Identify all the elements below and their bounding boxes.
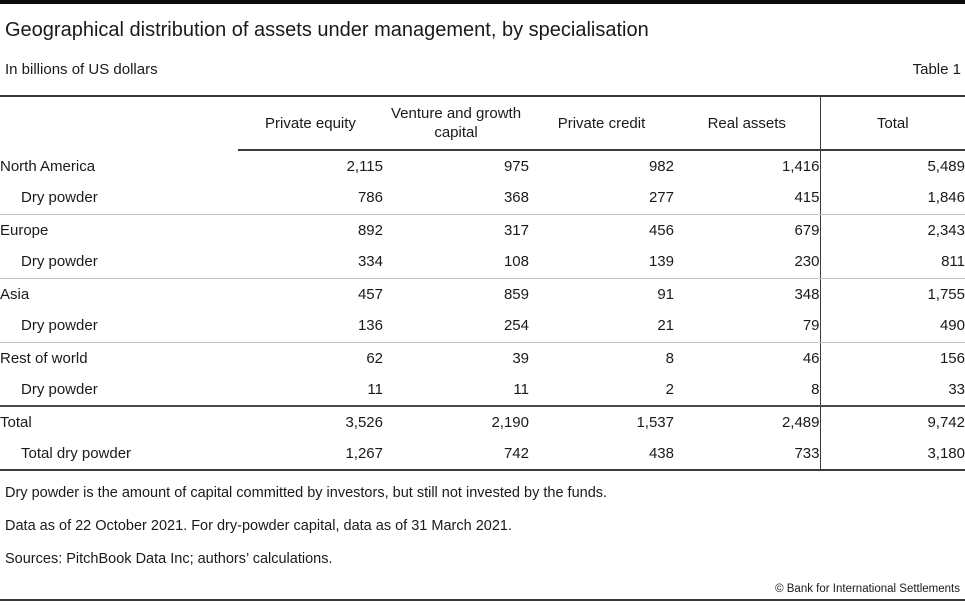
header-row: Private equity Venture and growth capita…	[0, 96, 965, 151]
cell: 786	[238, 182, 383, 215]
units-label: In billions of US dollars	[5, 61, 158, 78]
cell: 457	[357, 285, 383, 303]
footnote-data-as-of: Data as of 22 October 2021. For dry-powd…	[5, 518, 512, 534]
cell-total: 5,489	[819, 150, 965, 182]
page-title: Geographical distribution of assets unde…	[5, 19, 649, 41]
cell: 742	[383, 438, 529, 471]
cell: 456	[648, 221, 674, 239]
column-header-private-credit: Private credit	[529, 96, 674, 151]
cell-total: 1,755	[819, 278, 965, 310]
top-rule	[0, 0, 965, 4]
row-label: Dry powder	[0, 182, 238, 215]
cell: 11	[513, 381, 529, 398]
table-number-label: Table 1	[912, 61, 961, 78]
table-row-north-america-dry-powder: Dry powder 786 368 277 415 1,846	[0, 182, 965, 215]
cell: 108	[383, 246, 529, 279]
table-row-total-dry-powder: Total dry powder 1,267 742 438 733 3,180	[0, 438, 965, 471]
cell-total: 9,742	[819, 405, 965, 438]
table-row-rest-of-world-dry-powder: Dry powder 11 11 2 8 33	[0, 374, 965, 406]
cell: 277	[529, 182, 674, 215]
cell-total: 2,343	[819, 214, 965, 246]
table-row-europe: Europe 892 317 456 679 2,343	[0, 214, 965, 246]
cell: 975	[503, 158, 529, 175]
column-header-real-assets: Real assets	[674, 96, 820, 151]
cell: 892	[357, 221, 383, 239]
cell-total: 811	[819, 246, 965, 279]
cell: 46	[802, 349, 820, 367]
cell: 79	[674, 310, 820, 343]
cell: 2,115	[346, 158, 383, 175]
cell: 733	[674, 438, 820, 471]
table-row-rest-of-world: Rest of world 62 39 8 46 156	[0, 342, 965, 374]
cell: 39	[512, 349, 529, 367]
subheader: In billions of US dollars Table 1	[5, 60, 961, 79]
cell: 334	[238, 246, 383, 279]
cell: 3,526	[238, 405, 383, 438]
footnote-sources: Sources: PitchBook Data Inc; authors’ ca…	[5, 551, 333, 567]
column-header-total: Total	[819, 96, 965, 151]
cell: 438	[529, 438, 674, 471]
row-label: Dry powder	[0, 246, 238, 279]
copyright-notice: © Bank for International Settlements	[775, 583, 960, 595]
row-label: Europe	[0, 221, 49, 239]
cell-total: 33	[819, 374, 965, 406]
cell: 11	[367, 381, 383, 398]
row-label: Rest of world	[0, 349, 88, 367]
cell: 1,537	[529, 405, 674, 438]
cell: 2,489	[674, 405, 820, 438]
row-label: Total	[0, 405, 238, 438]
row-label: Dry powder	[0, 310, 238, 343]
cell-total: 1,846	[819, 182, 965, 215]
cell: 2,190	[383, 405, 529, 438]
cell-total: 490	[819, 310, 965, 343]
cell: 8	[665, 349, 674, 367]
table-row-total: Total 3,526 2,190 1,537 2,489 9,742	[0, 405, 965, 438]
corner-cell	[0, 96, 238, 150]
bottom-rule	[0, 599, 965, 601]
cell: 136	[238, 310, 383, 343]
cell: 8	[811, 381, 820, 398]
cell: 368	[383, 182, 529, 215]
cell: 317	[503, 221, 529, 239]
table-row-north-america: North America 2,115 975 982 1,416 5,489	[0, 150, 965, 182]
row-label: Total dry powder	[0, 438, 238, 471]
cell: 230	[674, 246, 820, 279]
cell: 21	[529, 310, 674, 343]
row-label: North America	[0, 157, 96, 175]
cell: 1,416	[781, 158, 820, 175]
cell: 679	[794, 221, 820, 239]
cell: 859	[503, 285, 529, 303]
cell: 1,267	[238, 438, 383, 471]
table-row-asia: Asia 457 859 91 348 1,755	[0, 278, 965, 310]
cell: 2	[665, 381, 674, 398]
row-label: Dry powder	[21, 381, 98, 398]
cell: 62	[366, 349, 383, 367]
aum-table: Private equity Venture and growth capita…	[0, 95, 965, 471]
cell: 254	[383, 310, 529, 343]
column-header-venture-growth: Venture and growth capital	[383, 96, 529, 151]
table-row-asia-dry-powder: Dry powder 136 254 21 79 490	[0, 310, 965, 343]
cell-total: 3,180	[819, 438, 965, 471]
column-header-private-equity: Private equity	[238, 96, 383, 151]
table-row-europe-dry-powder: Dry powder 334 108 139 230 811	[0, 246, 965, 279]
cell: 139	[529, 246, 674, 279]
row-label: Asia	[0, 285, 30, 303]
cell: 348	[794, 285, 820, 303]
cell: 415	[674, 182, 820, 215]
cell: 91	[657, 285, 674, 303]
footnote-dry-powder-definition: Dry powder is the amount of capital comm…	[5, 485, 608, 501]
cell-total: 156	[819, 342, 965, 374]
cell: 982	[648, 158, 674, 175]
footnotes: Dry powder is the amount of capital comm…	[5, 484, 960, 568]
